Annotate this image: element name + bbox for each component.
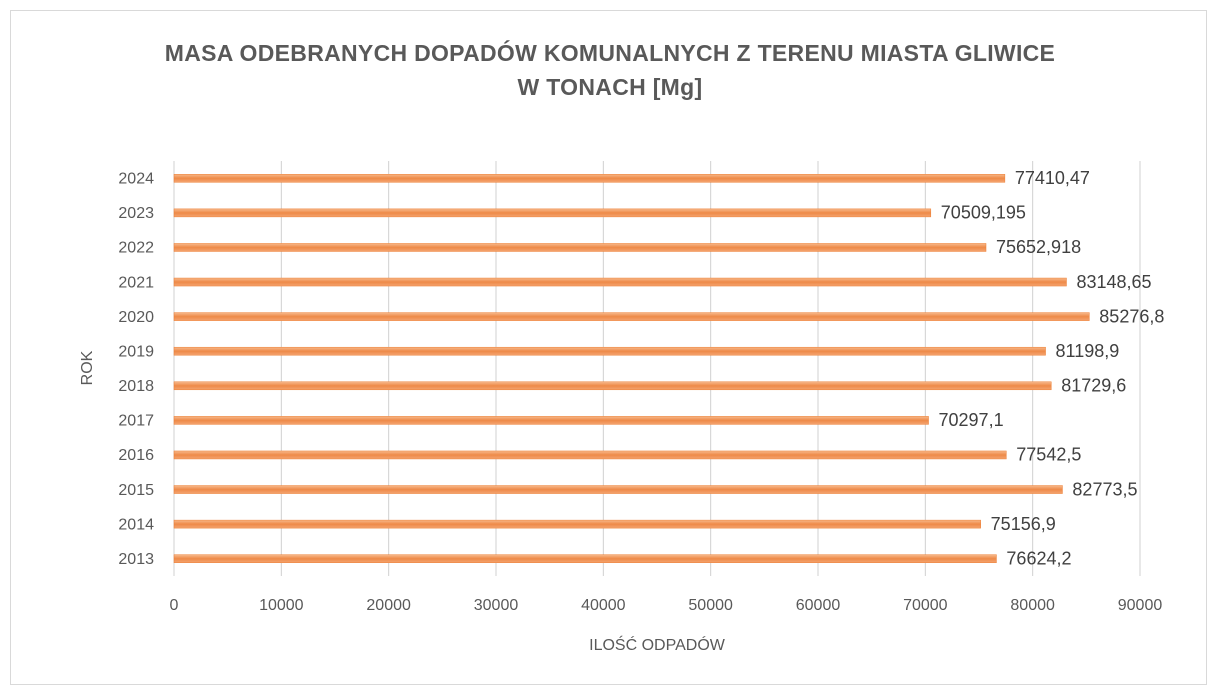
bar	[173, 174, 1006, 183]
y-tick-label: 2016	[118, 447, 154, 464]
y-tick-label: 2021	[118, 274, 154, 291]
x-tick-label: 90000	[1118, 597, 1163, 614]
y-tick-label: 2015	[118, 482, 154, 499]
value-label: 82773,5	[1072, 479, 1137, 499]
x-tick-label: 70000	[903, 597, 948, 614]
bar	[173, 450, 1007, 460]
x-tick-label: 0	[170, 597, 179, 614]
value-label: 70297,1	[939, 410, 1004, 430]
chart-frame	[10, 10, 1207, 685]
y-tick-label: 2022	[118, 240, 154, 257]
y-tick-label: 2013	[118, 551, 154, 568]
y-tick-label: 2018	[118, 378, 154, 395]
bar	[173, 243, 987, 252]
value-label: 83148,65	[1076, 272, 1151, 292]
y-tick-label: 2017	[118, 413, 154, 430]
value-label: 85276,8	[1099, 306, 1164, 326]
value-label: 77542,5	[1016, 445, 1081, 465]
value-label: 81198,9	[1056, 341, 1120, 361]
y-tick-label: 2023	[118, 205, 154, 222]
bar	[173, 277, 1067, 287]
y-tick-label: 2014	[118, 516, 154, 533]
bar	[173, 554, 997, 563]
bar	[173, 312, 1090, 321]
bar	[173, 381, 1052, 391]
x-tick-label: 60000	[796, 597, 841, 614]
y-tick-label: 2020	[118, 309, 154, 326]
value-label: 75652,918	[996, 237, 1081, 257]
x-tick-label: 20000	[366, 597, 411, 614]
y-tick-label: 2019	[118, 343, 154, 360]
bar	[173, 485, 1063, 494]
bar	[173, 346, 1046, 356]
bar	[173, 208, 932, 218]
chart-title: MASA ODEBRANYCH DOPADÓW KOMUNALNYCH Z TE…	[164, 40, 1056, 100]
x-tick-label: 80000	[1010, 597, 1055, 614]
value-label: 77410,47	[1015, 168, 1090, 188]
bar	[173, 519, 981, 529]
x-tick-label: 50000	[688, 597, 733, 614]
value-label: 70509,195	[941, 203, 1026, 223]
x-tick-label: 30000	[474, 597, 519, 614]
x-axis-label: ILOŚĆ ODPADÓW	[589, 635, 726, 654]
y-axis-label: ROK	[79, 350, 96, 385]
x-tick-label: 40000	[581, 597, 626, 614]
y-tick-label: 2024	[118, 171, 154, 188]
x-tick-label: 10000	[259, 597, 304, 614]
value-label: 76624,2	[1006, 548, 1071, 568]
value-label: 75156,9	[991, 514, 1056, 534]
bar	[173, 416, 929, 425]
value-label: 81729,6	[1061, 376, 1126, 396]
